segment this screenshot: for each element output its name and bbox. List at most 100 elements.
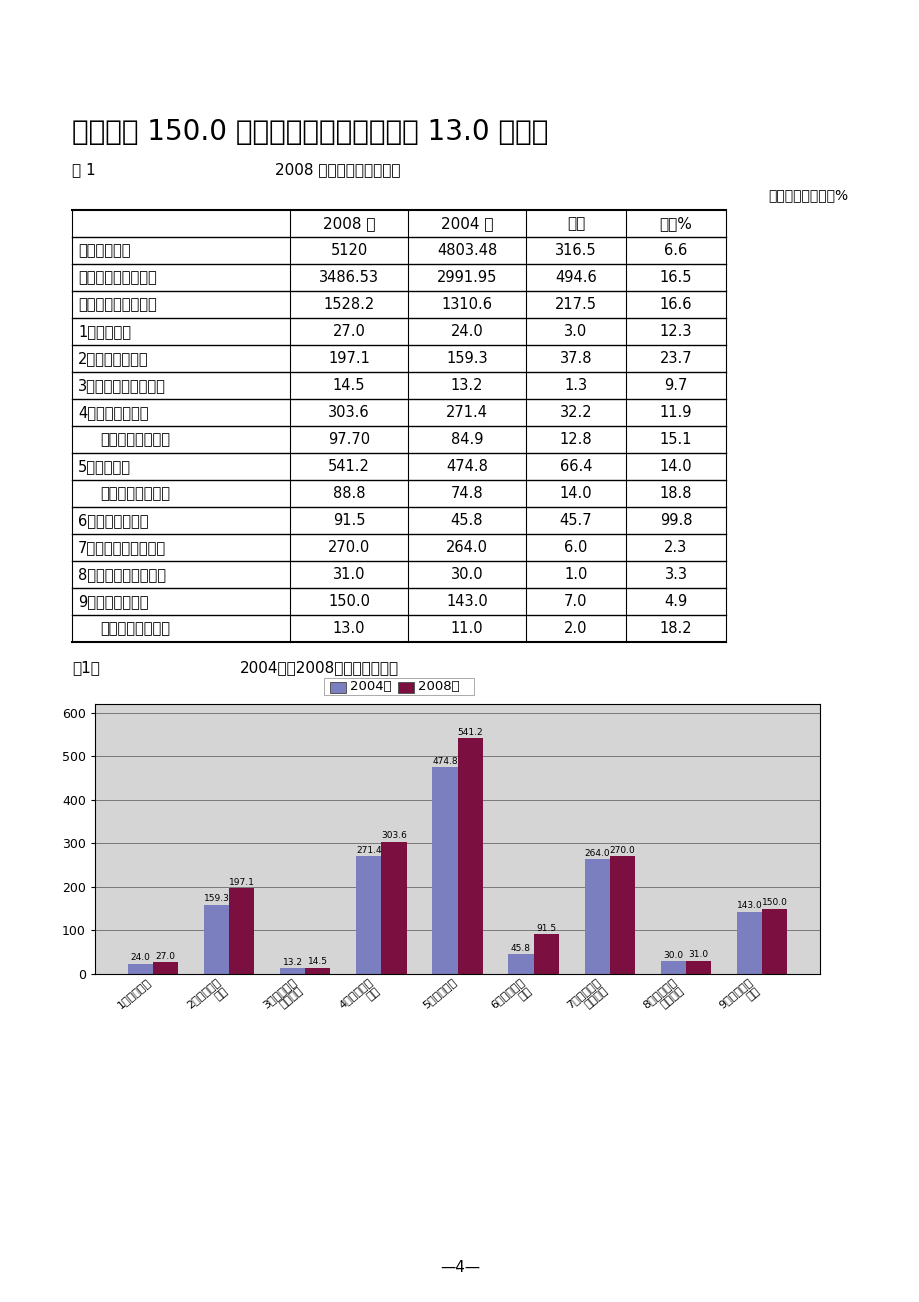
Text: 4803.48: 4803.48: [437, 243, 496, 258]
Text: 6.6: 6.6: [664, 243, 686, 258]
Text: 14.5: 14.5: [333, 378, 365, 393]
Text: 13.2: 13.2: [450, 378, 482, 393]
Text: 3.0: 3.0: [563, 324, 587, 339]
Text: 3、事业单位管理人才: 3、事业单位管理人才: [78, 378, 165, 393]
Text: 3486.53: 3486.53: [319, 270, 379, 285]
Text: 150.0: 150.0: [761, 898, 787, 907]
Text: 2008 年全省人才资源总数: 2008 年全省人才资源总数: [275, 161, 400, 177]
Text: 7、个体经营管理人才: 7、个体经营管理人才: [78, 540, 166, 555]
Bar: [609, 857, 634, 974]
Text: 2.0: 2.0: [563, 621, 587, 635]
Text: —4—: —4—: [439, 1260, 480, 1276]
Bar: [153, 962, 178, 974]
Text: 2008 年: 2008 年: [323, 216, 375, 230]
Text: 18.8: 18.8: [659, 486, 691, 501]
Text: 15.1: 15.1: [659, 432, 691, 447]
Bar: [508, 954, 533, 974]
Text: 88.8: 88.8: [333, 486, 365, 501]
Text: 27.0: 27.0: [332, 324, 365, 339]
Text: 增加: 增加: [566, 216, 584, 230]
Text: 其中：在管理岗位: 其中：在管理岗位: [100, 432, 170, 447]
Text: 474.8: 474.8: [432, 756, 458, 766]
Text: 3.3: 3.3: [664, 566, 686, 582]
Text: 2008年: 2008年: [417, 681, 460, 694]
Text: 4、专业技术人才: 4、专业技术人才: [78, 405, 148, 421]
Text: 264.0: 264.0: [584, 849, 609, 858]
Text: 13.0: 13.0: [333, 621, 365, 635]
Text: 其中：高技能人才: 其中：高技能人才: [100, 486, 170, 501]
Text: 全社会各类人才总量: 全社会各类人才总量: [78, 297, 156, 312]
Text: 24.0: 24.0: [130, 953, 151, 962]
Text: 14.0: 14.0: [659, 460, 692, 474]
Text: 13.2: 13.2: [282, 958, 302, 967]
Text: 271.4: 271.4: [356, 845, 381, 854]
Text: 1.3: 1.3: [564, 378, 587, 393]
Text: 303.6: 303.6: [380, 832, 406, 841]
Text: 541.2: 541.2: [328, 460, 369, 474]
Text: 23.7: 23.7: [659, 352, 692, 366]
Text: 45.8: 45.8: [450, 513, 482, 529]
Text: 12.8: 12.8: [559, 432, 592, 447]
Text: 9.7: 9.7: [664, 378, 686, 393]
Text: 541.2: 541.2: [457, 728, 482, 737]
Text: 24.0: 24.0: [450, 324, 482, 339]
Text: 45.7: 45.7: [559, 513, 592, 529]
Text: 270.0: 270.0: [608, 846, 634, 855]
Bar: [398, 682, 414, 693]
Text: 2004年: 2004年: [349, 681, 391, 694]
Text: 1310.6: 1310.6: [441, 297, 492, 312]
Text: 32.2: 32.2: [559, 405, 592, 421]
Text: 30.0: 30.0: [663, 950, 683, 960]
Text: 其中：高技能人才: 其中：高技能人才: [100, 621, 170, 635]
Text: 6、农村实用人才: 6、农村实用人才: [78, 513, 148, 529]
Text: 143.0: 143.0: [446, 594, 487, 609]
Bar: [229, 888, 254, 974]
Text: 150.0: 150.0: [328, 594, 369, 609]
Text: 37.8: 37.8: [559, 352, 592, 366]
Text: 2004 年: 2004 年: [440, 216, 493, 230]
Text: 技能人才 150.0 万人，其中高技能人才为 13.0 万人。: 技能人才 150.0 万人，其中高技能人才为 13.0 万人。: [72, 118, 548, 146]
Text: 45.8: 45.8: [510, 944, 530, 953]
Text: 14.0: 14.0: [559, 486, 592, 501]
Text: 270.0: 270.0: [327, 540, 369, 555]
Text: 11.9: 11.9: [659, 405, 691, 421]
Text: 74.8: 74.8: [450, 486, 482, 501]
Text: 2991.95: 2991.95: [437, 270, 496, 285]
Text: 12.3: 12.3: [659, 324, 691, 339]
Text: 16.5: 16.5: [659, 270, 691, 285]
Text: 表 1: 表 1: [72, 161, 96, 177]
Text: 7.0: 7.0: [563, 594, 587, 609]
Text: 图1：: 图1：: [72, 660, 100, 674]
Text: 年末常住人口: 年末常住人口: [78, 243, 130, 258]
Text: 8、个体专业技术人才: 8、个体专业技术人才: [78, 566, 165, 582]
Bar: [584, 859, 609, 974]
Bar: [736, 911, 761, 974]
Text: 2.3: 2.3: [664, 540, 686, 555]
Text: 31.0: 31.0: [333, 566, 365, 582]
Text: 16.6: 16.6: [659, 297, 691, 312]
Text: 303.6: 303.6: [328, 405, 369, 421]
Text: 99.8: 99.8: [659, 513, 691, 529]
Bar: [128, 963, 153, 974]
Text: 27.0: 27.0: [155, 952, 176, 961]
Text: 84.9: 84.9: [450, 432, 482, 447]
Text: 4.9: 4.9: [664, 594, 686, 609]
Text: 66.4: 66.4: [559, 460, 592, 474]
Text: 5120: 5120: [330, 243, 368, 258]
Text: 11.0: 11.0: [450, 621, 482, 635]
Text: 197.1: 197.1: [229, 878, 255, 887]
Text: 217.5: 217.5: [554, 297, 596, 312]
Text: 14.5: 14.5: [308, 957, 327, 966]
Text: 1528.2: 1528.2: [323, 297, 374, 312]
Text: 2004年与2008年人才资源分布: 2004年与2008年人才资源分布: [240, 660, 399, 674]
Text: 494.6: 494.6: [554, 270, 596, 285]
Text: 159.3: 159.3: [203, 894, 230, 904]
Text: 159.3: 159.3: [446, 352, 487, 366]
Text: 18.2: 18.2: [659, 621, 692, 635]
Text: 6.0: 6.0: [563, 540, 587, 555]
Text: 增长%: 增长%: [659, 216, 692, 230]
Text: 264.0: 264.0: [446, 540, 487, 555]
Text: 1.0: 1.0: [563, 566, 587, 582]
Bar: [660, 961, 685, 974]
Text: 97.70: 97.70: [327, 432, 369, 447]
